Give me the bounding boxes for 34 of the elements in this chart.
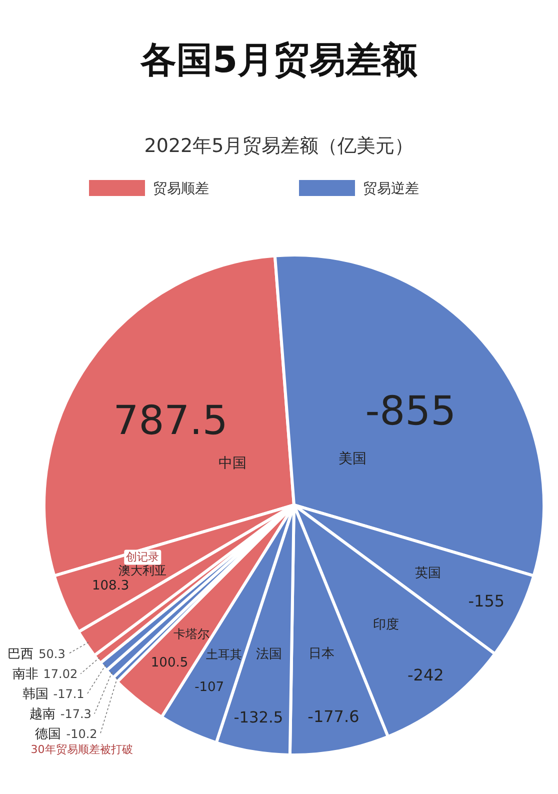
data-label: -177.6	[308, 706, 360, 726]
text: 2022年5月贸易差额（亿美元）	[144, 135, 414, 157]
category-label: 日本	[308, 646, 335, 662]
category-label: 卡塔尔	[173, 627, 210, 642]
legend-label: 贸易逆差	[363, 181, 419, 197]
text: 30年贸易顺差被打破	[30, 742, 133, 756]
category-label: 美国	[338, 450, 366, 467]
data-label: -17.1	[53, 686, 84, 701]
data-label: -17.3	[60, 706, 92, 721]
data-label: -107	[194, 680, 224, 696]
data-label: 100.5	[150, 656, 188, 671]
legend-label: 贸易顺差	[153, 181, 209, 197]
data-label: -242	[408, 666, 444, 685]
data-label: -132.5	[234, 708, 284, 726]
category-label: 英国	[415, 566, 442, 581]
data-label: -855	[365, 388, 456, 435]
category-label: 德国	[35, 726, 62, 742]
category-label: 土耳其	[206, 647, 242, 662]
category-label: 越南	[29, 706, 56, 722]
category-label: 中国	[218, 455, 246, 472]
data-label: -155	[468, 592, 505, 611]
text: 创记录	[126, 550, 160, 564]
data-label: 17.02	[43, 666, 78, 681]
category-label: 澳大利亚	[118, 564, 167, 578]
category-label: 韩国	[22, 686, 48, 702]
text: 各国5月贸易差额	[139, 40, 418, 81]
category-label: 南非	[12, 666, 38, 682]
category-label: 巴西	[8, 646, 34, 662]
category-label: 法国	[256, 646, 282, 662]
data-label: 108.3	[92, 578, 130, 594]
data-label: -10.2	[66, 726, 98, 741]
data-label: 50.3	[38, 646, 66, 661]
category-label: 印度	[372, 616, 399, 633]
data-label: 787.5	[113, 398, 228, 444]
